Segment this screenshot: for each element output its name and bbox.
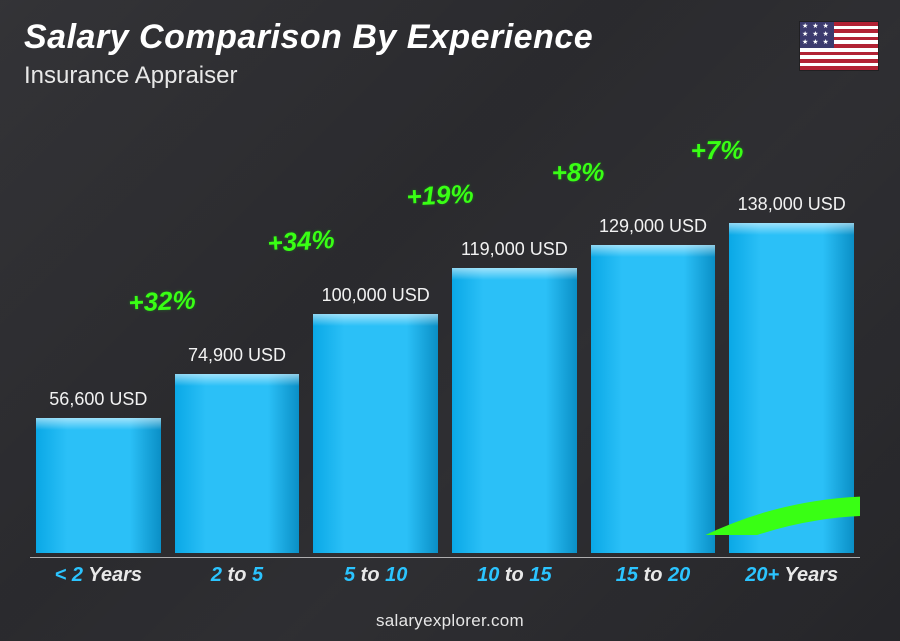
x-tick: 2 to 5 <box>175 557 300 591</box>
bar-3: 119,000 USD <box>452 239 577 553</box>
salary-bar-chart: 56,600 USD 74,900 USD 100,000 USD 119,000 U… <box>30 120 860 591</box>
growth-pct-label: +8% <box>552 157 605 189</box>
bar-rect <box>175 374 300 553</box>
x-tick: 20+ Years <box>729 557 854 591</box>
page-title: Salary Comparison By Experience <box>24 18 593 57</box>
bar-5: 138,000 USD <box>729 194 854 553</box>
x-tick: < 2 Years <box>36 557 161 591</box>
bar-1: 74,900 USD <box>175 345 300 553</box>
bar-rect <box>313 314 438 553</box>
growth-pct-label: +19% <box>405 178 474 212</box>
growth-pct-label: +32% <box>128 285 197 319</box>
bar-rect <box>729 223 854 553</box>
x-tick: 10 to 15 <box>452 557 577 591</box>
bar-2: 100,000 USD <box>313 285 438 553</box>
bar-rect <box>591 245 716 553</box>
flag-icon <box>800 22 878 70</box>
growth-pct-label: +7% <box>690 135 743 167</box>
bar-value-label: 74,900 USD <box>188 345 286 366</box>
bar-0: 56,600 USD <box>36 389 161 553</box>
bar-value-label: 56,600 USD <box>49 389 147 410</box>
x-tick: 15 to 20 <box>591 557 716 591</box>
growth-pct-label: +34% <box>266 224 335 259</box>
bar-value-label: 129,000 USD <box>599 216 707 237</box>
bar-value-label: 138,000 USD <box>738 194 846 215</box>
bar-rect <box>36 418 161 553</box>
page-subtitle: Insurance Appraiser <box>24 62 237 90</box>
source-footer: salaryexplorer.com <box>0 611 900 631</box>
bar-rect <box>452 268 577 553</box>
bar-value-label: 100,000 USD <box>322 285 430 306</box>
bar-4: 129,000 USD <box>591 216 716 553</box>
x-tick: 5 to 10 <box>313 557 438 591</box>
x-axis: < 2 Years 2 to 5 5 to 10 10 to 15 15 to 20 20… <box>30 557 860 591</box>
bar-value-label: 119,000 USD <box>461 239 568 260</box>
infographic-canvas: Salary Comparison By Experience Insuranc… <box>0 0 900 641</box>
